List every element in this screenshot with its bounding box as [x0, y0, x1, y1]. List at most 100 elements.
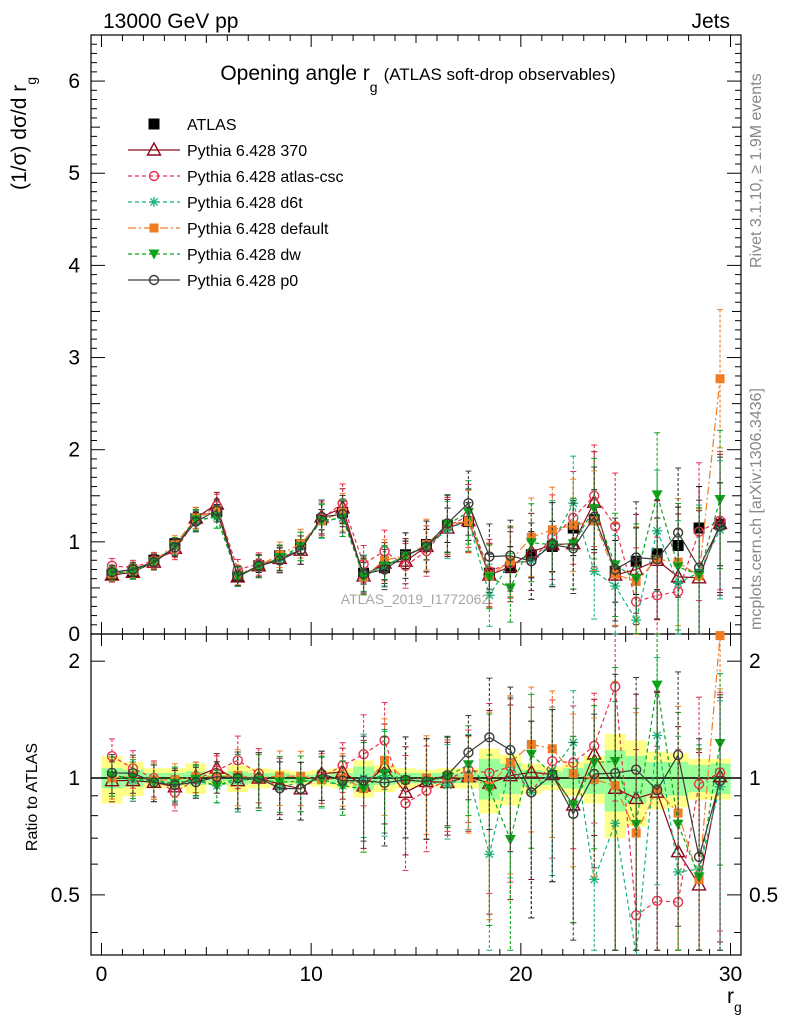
series-5-ratio-point [127, 773, 139, 784]
series-5-point [211, 512, 223, 523]
series-6-point [651, 554, 663, 565]
header-process: Jets [691, 10, 730, 33]
series-5-point [504, 583, 516, 594]
series-6-ratio-point [693, 851, 705, 863]
series-5-ratio-point [295, 777, 307, 788]
legend-marker-3-stroke [149, 197, 159, 207]
legend-item-0: ATLAS [148, 117, 237, 134]
series-6-ratio-point [442, 769, 453, 781]
series-6-ratio-point [148, 777, 160, 788]
series-6-ratio-point [568, 808, 579, 820]
main-y-tick-label: 3 [68, 347, 80, 370]
series-6-point [630, 552, 642, 563]
series-6-ratio-point [484, 732, 495, 743]
series-6-point [127, 564, 139, 575]
series-6-ratio-point [274, 783, 285, 794]
series-3-ratio-line [111, 735, 721, 956]
main-y-tick-label: 1 [68, 531, 80, 554]
series-6-point [400, 550, 411, 561]
series-6-ratio-point [253, 772, 264, 784]
legend-marker-1 [146, 141, 162, 156]
series-6-point [337, 509, 348, 520]
series-6-ratio-point [421, 776, 432, 787]
series-6-ratio-point [190, 776, 202, 788]
main-y-axis-label: (1/σ) dσ/d rg [8, 77, 39, 190]
main-y-tick-label: 6 [68, 70, 80, 93]
series-6-point [253, 560, 264, 572]
x-tick-label: 30 [719, 963, 742, 986]
series-5-point [672, 562, 684, 573]
series-6-point [589, 511, 600, 523]
series-5-ratio-point [567, 800, 579, 811]
series-6-point [714, 520, 726, 532]
series-4-point [715, 374, 725, 384]
series-6-point [169, 542, 181, 553]
series-6-ratio-point [106, 767, 118, 779]
series-6-point [568, 543, 579, 554]
series-5-ratio-point [462, 760, 474, 771]
series-layer [104, 309, 728, 956]
series-6-point [379, 564, 390, 575]
main-y-tick-label: 0 [68, 623, 80, 646]
series-6-point [505, 550, 516, 561]
ratio-y-tick-label-right: 2 [749, 650, 761, 673]
legend-marker-5 [148, 249, 160, 260]
series-6-point [148, 556, 160, 568]
series-6-point [421, 541, 432, 552]
legend-item-6: Pythia 6.428 p0 [128, 273, 298, 290]
series-6-ratio-point [630, 764, 642, 775]
ratio-y-tick-label-right: 0.5 [749, 884, 778, 907]
series-5-ratio-point [651, 680, 663, 691]
series-6-point [484, 551, 495, 562]
ratio-y-tick-label: 1 [68, 767, 80, 790]
series-5-ratio-point [588, 757, 600, 768]
legend-item-4: Pythia 6.428 default [128, 221, 329, 238]
main-y-tick-label: 2 [68, 439, 80, 462]
legend-marker-3 [149, 197, 159, 207]
series-6-point [295, 544, 306, 556]
series-6-ratio-point [672, 749, 684, 761]
series-6-point [211, 505, 223, 516]
ratio-y-tick-label: 0.5 [51, 884, 80, 907]
legend-marker-0 [148, 118, 160, 130]
series-6-line [111, 502, 721, 577]
series-6-ratio-point [211, 771, 223, 782]
main-y-tick-label: 4 [68, 254, 80, 277]
series-6-point [693, 562, 705, 573]
legend: ATLAS Pythia 6.428 370 Pythia 6.428 atlas-… [128, 117, 344, 290]
main-y-axis-label-subscript: g [23, 77, 39, 85]
x-tick-label: 10 [299, 963, 322, 986]
series-6-ratio-point [400, 774, 411, 786]
series-4-point [526, 532, 536, 542]
series-5-line [111, 492, 721, 589]
series-6-ratio-point [463, 747, 474, 758]
series-6-ratio-point [651, 784, 663, 796]
series-6-point [609, 564, 621, 575]
plot-title-extra: (ATLAS soft-drop observables) [384, 65, 616, 84]
legend-item-5: Pythia 6.428 dw [128, 247, 301, 264]
series-2-line [111, 494, 721, 603]
series-6-point [358, 568, 369, 580]
series-6-ratio-point [589, 768, 600, 780]
legend-label-5: Pythia 6.428 dw [187, 247, 301, 264]
series-6-point [672, 527, 684, 538]
series-6-ratio-point [526, 787, 537, 798]
series-6-ratio-point [379, 777, 390, 788]
legend-item-3: Pythia 6.428 d6t [128, 195, 303, 212]
series-3-point-stroke [590, 567, 599, 576]
ratio-y-tick-label: 2 [68, 650, 80, 673]
legend-label-2: Pythia 6.428 atlas-csc [187, 169, 344, 186]
series-6 [106, 456, 726, 951]
series-6-ratio-point [358, 775, 369, 786]
series-6-ratio-point [232, 772, 243, 784]
series-5-point [106, 568, 118, 579]
series-6-ratio-point [714, 775, 726, 787]
side-label-rivet: Rivet 3.1.10, ≥ 1.9M events [748, 73, 765, 268]
series-4-ratio-point [547, 744, 557, 754]
x-tick-label: 20 [509, 963, 532, 986]
series-5-ratio-point [525, 749, 537, 760]
legend-item-1: Pythia 6.428 370 [128, 141, 307, 160]
series-6-ratio-point [169, 779, 181, 791]
series-6-point [274, 555, 285, 566]
